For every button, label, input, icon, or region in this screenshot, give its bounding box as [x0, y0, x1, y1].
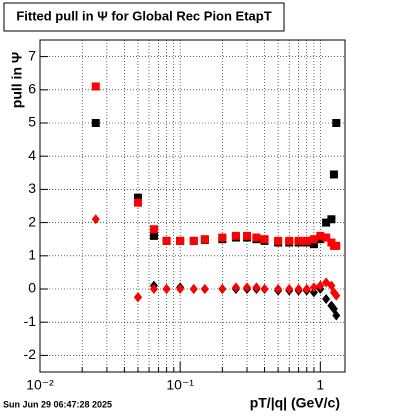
diamond-marker	[189, 284, 198, 294]
square-marker	[260, 235, 269, 244]
square-marker	[327, 215, 336, 224]
diamond-marker	[91, 214, 100, 225]
diamond-marker	[274, 284, 283, 294]
square-marker	[329, 170, 338, 179]
square-marker	[133, 193, 142, 202]
square-marker	[243, 231, 252, 240]
square-marker	[91, 82, 100, 91]
square-marker	[322, 218, 331, 227]
chart-title: Fitted pull in Ψ for Global Rec Pion Eta…	[16, 8, 271, 23]
y-tick-label: 6	[28, 81, 36, 97]
diamond-marker	[243, 282, 252, 293]
square-marker	[91, 119, 100, 127]
diamond-marker	[316, 280, 325, 291]
square-marker	[294, 236, 303, 245]
diamond-marker	[149, 284, 158, 294]
square-marker	[176, 236, 185, 245]
square-marker	[332, 241, 341, 250]
y-tick-label: 4	[28, 147, 36, 163]
diamond-marker	[260, 284, 269, 294]
y-tick-label: 3	[28, 180, 36, 196]
y-tick-label: -1	[24, 313, 37, 329]
y-tick-label: 2	[28, 213, 36, 229]
y-tick-label: 0	[28, 280, 36, 296]
square-marker	[133, 198, 142, 207]
square-marker	[231, 231, 240, 240]
square-marker	[200, 235, 209, 244]
x-tick-label: 10⁻²	[26, 377, 54, 393]
square-marker	[316, 231, 325, 240]
x-axis-label: pT/|q| (GeV/c)	[250, 395, 340, 411]
plot-frame	[39, 39, 346, 373]
diamond-marker	[302, 284, 311, 294]
diamond-marker	[309, 282, 318, 293]
square-marker	[149, 231, 158, 240]
diamond-marker	[252, 282, 261, 293]
y-tick-label: -2	[24, 346, 37, 362]
timestamp: Sun Jun 29 06:47:28 2025	[3, 399, 112, 409]
diamond-marker	[162, 284, 171, 294]
y-tick-label: 5	[28, 114, 36, 130]
y-axis-label: pull in Ψ	[9, 52, 25, 108]
diamond-marker	[133, 292, 142, 303]
diamond-marker	[322, 293, 331, 304]
square-marker	[309, 235, 318, 244]
square-marker	[285, 236, 294, 245]
diamond-marker	[285, 284, 294, 294]
square-marker	[218, 233, 227, 242]
square-marker	[309, 240, 318, 249]
square-marker	[252, 233, 261, 242]
title-box	[3, 2, 285, 32]
square-marker	[149, 225, 158, 234]
diamond-marker	[231, 282, 240, 293]
square-marker	[274, 236, 283, 245]
x-tick-label: 1	[316, 377, 324, 393]
square-marker	[332, 119, 341, 127]
diamond-marker	[332, 310, 341, 321]
x-tick-label: 10⁻¹	[166, 377, 194, 393]
diamond-marker	[176, 284, 185, 294]
square-marker	[189, 236, 198, 245]
y-tick-label: 7	[28, 47, 36, 63]
diamond-marker	[218, 284, 227, 294]
square-marker	[322, 233, 331, 242]
square-marker	[302, 236, 311, 245]
diamond-marker	[294, 284, 303, 294]
square-marker	[162, 236, 171, 245]
y-tick-label: 1	[28, 247, 36, 263]
diamond-marker	[200, 284, 209, 294]
diamond-marker	[332, 290, 341, 301]
